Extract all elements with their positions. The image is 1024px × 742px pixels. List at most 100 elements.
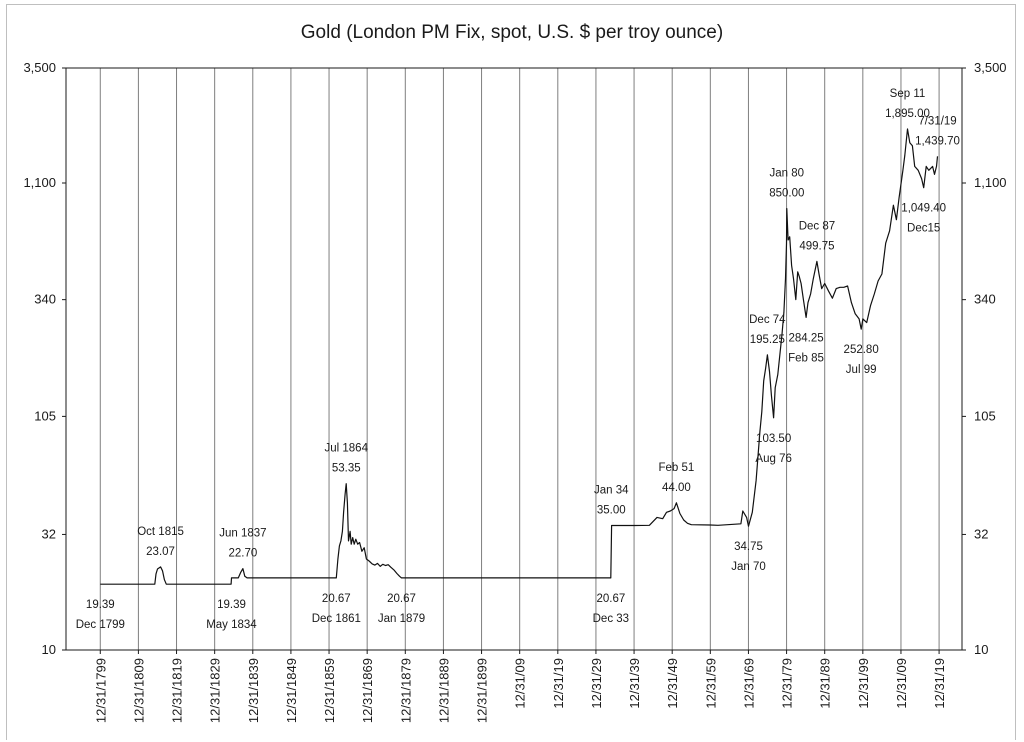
- x-tick-label: 12/31/1879: [398, 658, 413, 723]
- x-tick-label: 12/31/79: [780, 658, 795, 709]
- y-tick-label-right: 32: [974, 526, 988, 541]
- annotation-label: Dec 1799: [76, 619, 125, 631]
- annotation: 34.75 Jan 70: [731, 541, 766, 573]
- x-tick-label: 12/31/09: [894, 658, 909, 709]
- annotation-label: Jan 80: [770, 168, 805, 180]
- x-axis: 12/31/1799 12/31/1809 12/31/1819 12/31/1829…: [93, 650, 947, 723]
- x-tick-label: 12/31/1809: [131, 658, 146, 723]
- annotation-label: Jan 34: [594, 485, 629, 497]
- annotation-label: 19.39: [217, 599, 246, 611]
- annotation: 20.67 Dec 1861: [312, 593, 361, 625]
- annotation-label: Jan 1879: [378, 613, 425, 625]
- annotation-label: 19.39: [86, 599, 115, 611]
- y-tick-label-left: 1,100: [23, 175, 56, 190]
- x-tick-label: 12/31/1849: [284, 658, 299, 723]
- chart-frame: [6, 4, 1016, 740]
- annotation-label: 53.35: [332, 463, 361, 475]
- annotation-label: 1,895.00: [885, 108, 930, 120]
- x-tick-label: 12/31/19: [551, 658, 566, 709]
- chart-title: Gold (London PM Fix, spot, U.S. $ per tr…: [300, 22, 724, 43]
- annotation: Feb 51 44.00: [659, 462, 695, 494]
- x-tick-label: 12/31/1889: [436, 658, 451, 723]
- y-axis-left: 10 32 105 340 1,100 3,500: [23, 60, 66, 657]
- x-tick-label: 12/31/39: [627, 658, 642, 709]
- y-tick-label-right: 340: [974, 292, 996, 307]
- annotation: Jul 1864 53.35: [324, 443, 368, 475]
- annotation: Dec 74 195.25: [749, 314, 786, 346]
- y-tick-label-left: 32: [42, 526, 56, 541]
- annotation-label: Jul 1864: [324, 443, 368, 455]
- annotation-label: Dec 1861: [312, 613, 361, 625]
- price-line: [100, 128, 939, 585]
- annotation-label: Jun 1837: [219, 528, 266, 540]
- annotation-label: Feb 85: [788, 352, 824, 364]
- annotation-label: 20.67: [322, 593, 351, 605]
- annotation: 284.25 Feb 85: [788, 332, 824, 364]
- x-tick-label: 12/31/49: [665, 658, 680, 709]
- annotation: Sep 11 1,895.00: [885, 88, 930, 120]
- annotation: Jan 80 850.00: [769, 168, 804, 200]
- y-tick-label-right: 1,100: [974, 175, 1007, 190]
- annotation: 103.50 Aug 76: [755, 433, 791, 465]
- annotation: Oct 1815 23.07: [137, 526, 184, 558]
- y-tick-label-left: 3,500: [23, 60, 56, 75]
- y-axis-right: 10 32 105 340 1,100 3,500: [962, 60, 1007, 657]
- x-tick-label: 12/31/99: [856, 658, 871, 709]
- y-tick-label-left: 10: [42, 642, 56, 657]
- annotations: 19.39 Dec 1799 Oct 1815 23.07 19.39 May 1834 J…: [76, 88, 960, 631]
- annotation: 20.67 Jan 1879: [378, 593, 425, 625]
- annotation: Jun 1837 22.70: [219, 528, 266, 560]
- annotation-label: 22.70: [229, 548, 258, 560]
- annotation-label: Jul 99: [846, 364, 877, 376]
- plot-area: [65, 67, 963, 651]
- annotation-label: 103.50: [756, 433, 791, 445]
- annotation-label: Feb 51: [659, 462, 695, 474]
- annotation-label: 20.67: [596, 593, 625, 605]
- annotation-label: Dec 33: [593, 613, 629, 625]
- annotation-label: Aug 76: [755, 453, 791, 465]
- annotation-label: 35.00: [597, 505, 626, 517]
- annotation-label: 1,439.70: [915, 135, 960, 147]
- annotation-label: 20.67: [387, 593, 416, 605]
- annotation-label: Oct 1815: [137, 526, 184, 538]
- y-tick-label-right: 105: [974, 408, 996, 423]
- annotation: 1,049.40 Dec15: [901, 203, 946, 235]
- annotation-label: Dec15: [907, 223, 940, 235]
- x-tick-label: 12/31/19: [932, 658, 947, 709]
- annotation-label: May 1834: [206, 619, 257, 631]
- x-tick-label: 12/31/29: [589, 658, 604, 709]
- annotation: 20.67 Dec 33: [593, 593, 629, 625]
- vertical-gridlines: [99, 68, 940, 650]
- annotation-label: 23.07: [146, 546, 175, 558]
- x-tick-label: 12/31/69: [741, 658, 756, 709]
- x-tick-label: 12/31/1799: [93, 658, 108, 723]
- annotation: 19.39 Dec 1799: [76, 599, 125, 631]
- x-tick-label: 12/31/59: [703, 658, 718, 709]
- annotation-label: 195.25: [750, 334, 785, 346]
- annotation-label: 284.25: [788, 332, 823, 344]
- annotation-label: 850.00: [769, 188, 804, 200]
- x-tick-label: 12/31/1869: [360, 658, 375, 723]
- annotation-label: 499.75: [799, 240, 834, 252]
- annotation: 252.80 Jul 99: [844, 344, 879, 376]
- y-tick-label-right: 3,500: [974, 60, 1007, 75]
- y-tick-label-right: 10: [974, 642, 988, 657]
- x-tick-label: 12/31/1899: [475, 658, 490, 723]
- x-tick-label: 12/31/89: [818, 658, 833, 709]
- x-tick-label: 12/31/1829: [208, 658, 223, 723]
- x-tick-label: 12/31/1839: [246, 658, 261, 723]
- annotation-label: Sep 11: [890, 88, 926, 100]
- annotation-label: 252.80: [844, 344, 879, 356]
- series-layer: [100, 128, 939, 585]
- annotation-label: 44.00: [662, 482, 691, 494]
- y-tick-label-left: 340: [34, 292, 56, 307]
- annotation: Jan 34 35.00: [594, 485, 629, 517]
- annotation: 19.39 May 1834: [206, 599, 257, 631]
- x-tick-label: 12/31/1859: [322, 658, 337, 723]
- annotation-label: 1,049.40: [901, 203, 946, 215]
- annotation-label: 34.75: [734, 541, 763, 553]
- annotation-label: Dec 87: [799, 220, 835, 232]
- annotation: 7/31/19 1,439.70: [915, 115, 960, 147]
- annotation-label: Dec 74: [749, 314, 786, 326]
